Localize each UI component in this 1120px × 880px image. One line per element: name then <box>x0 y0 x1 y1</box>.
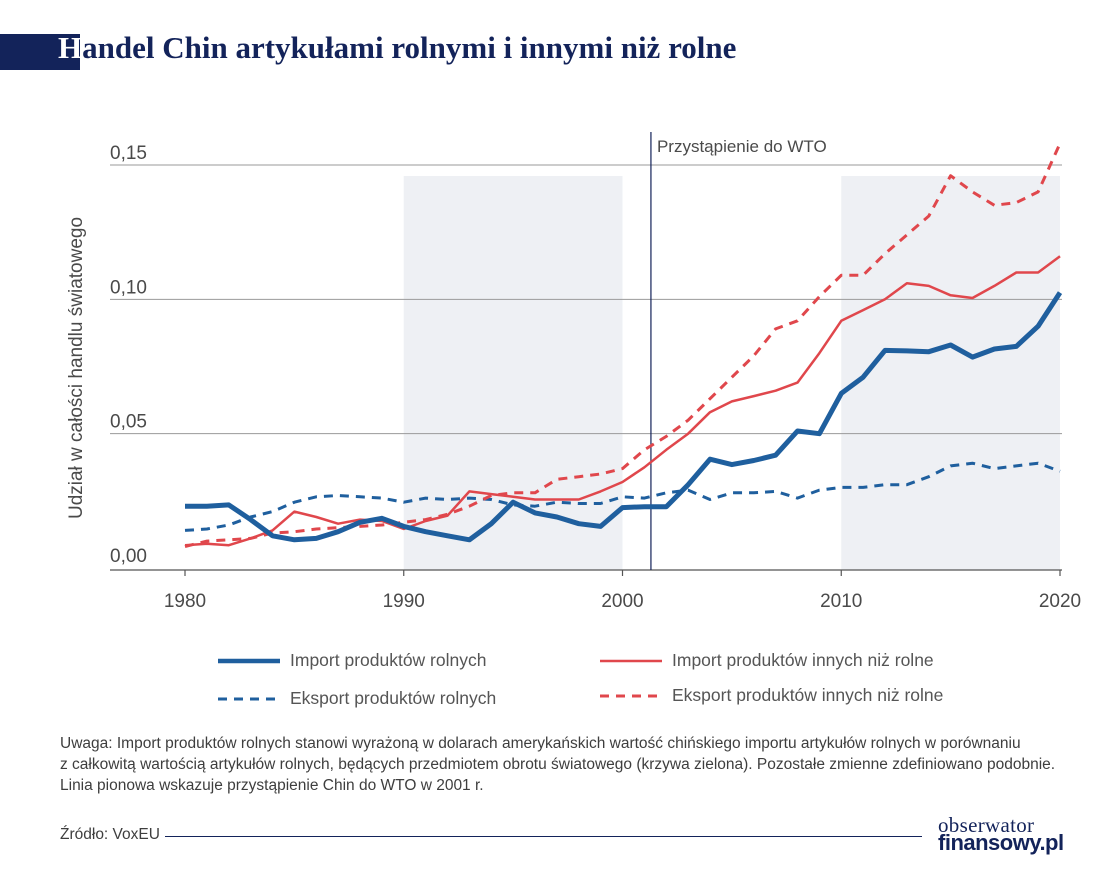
source-divider <box>165 836 922 837</box>
wto-label: Przystąpienie do WTO <box>657 137 827 156</box>
note-line-2: z całkowitą wartością artykułów rolnych,… <box>60 756 1056 773</box>
series-eksport-rolnych <box>184 461 1061 532</box>
header-accent-bar <box>0 34 80 70</box>
logo-line-2: finansowy.pl <box>938 830 1064 855</box>
chart-note: Uwaga: Import produktów rolnych stanowi … <box>60 733 1060 796</box>
y-tick-label: 0,00 <box>110 546 147 567</box>
x-tick-label: 2010 <box>820 591 862 612</box>
source-label: Źródło: VoxEU <box>60 826 160 843</box>
shaded-period-1 <box>841 176 1060 570</box>
page-title: Handel Chin artykułami rolnymi i innymi … <box>58 30 736 66</box>
series-import-innych <box>184 255 1061 547</box>
title-text: andel Chin artykułami rolnymi i innymi n… <box>82 30 737 65</box>
series-eksport-innych <box>184 142 1062 548</box>
brand-logo[interactable]: obserwator finansowy.pl <box>938 813 1078 855</box>
y-axis-label: Udział w całości handlu światowego <box>66 217 87 519</box>
y-tick-label: 0,10 <box>110 277 147 298</box>
x-tick-label: 1980 <box>164 591 206 612</box>
y-tick-label: 0,15 <box>110 143 147 164</box>
series-import-rolnych <box>185 291 1063 543</box>
x-tick-label: 1990 <box>383 591 425 612</box>
title-first-letter: H <box>58 30 83 65</box>
x-tick-label: 2020 <box>1039 591 1081 612</box>
note-line-1: Uwaga: Import produktów rolnych stanowi … <box>60 735 1021 752</box>
note-line-3: Linia pionowa wskazuje przystąpienie Chi… <box>60 777 484 794</box>
x-tick-label: 2000 <box>601 591 643 612</box>
logo-line-1: obserwator <box>938 813 1035 837</box>
y-tick-label: 0,05 <box>110 412 147 433</box>
shaded-period-0 <box>403 176 623 570</box>
